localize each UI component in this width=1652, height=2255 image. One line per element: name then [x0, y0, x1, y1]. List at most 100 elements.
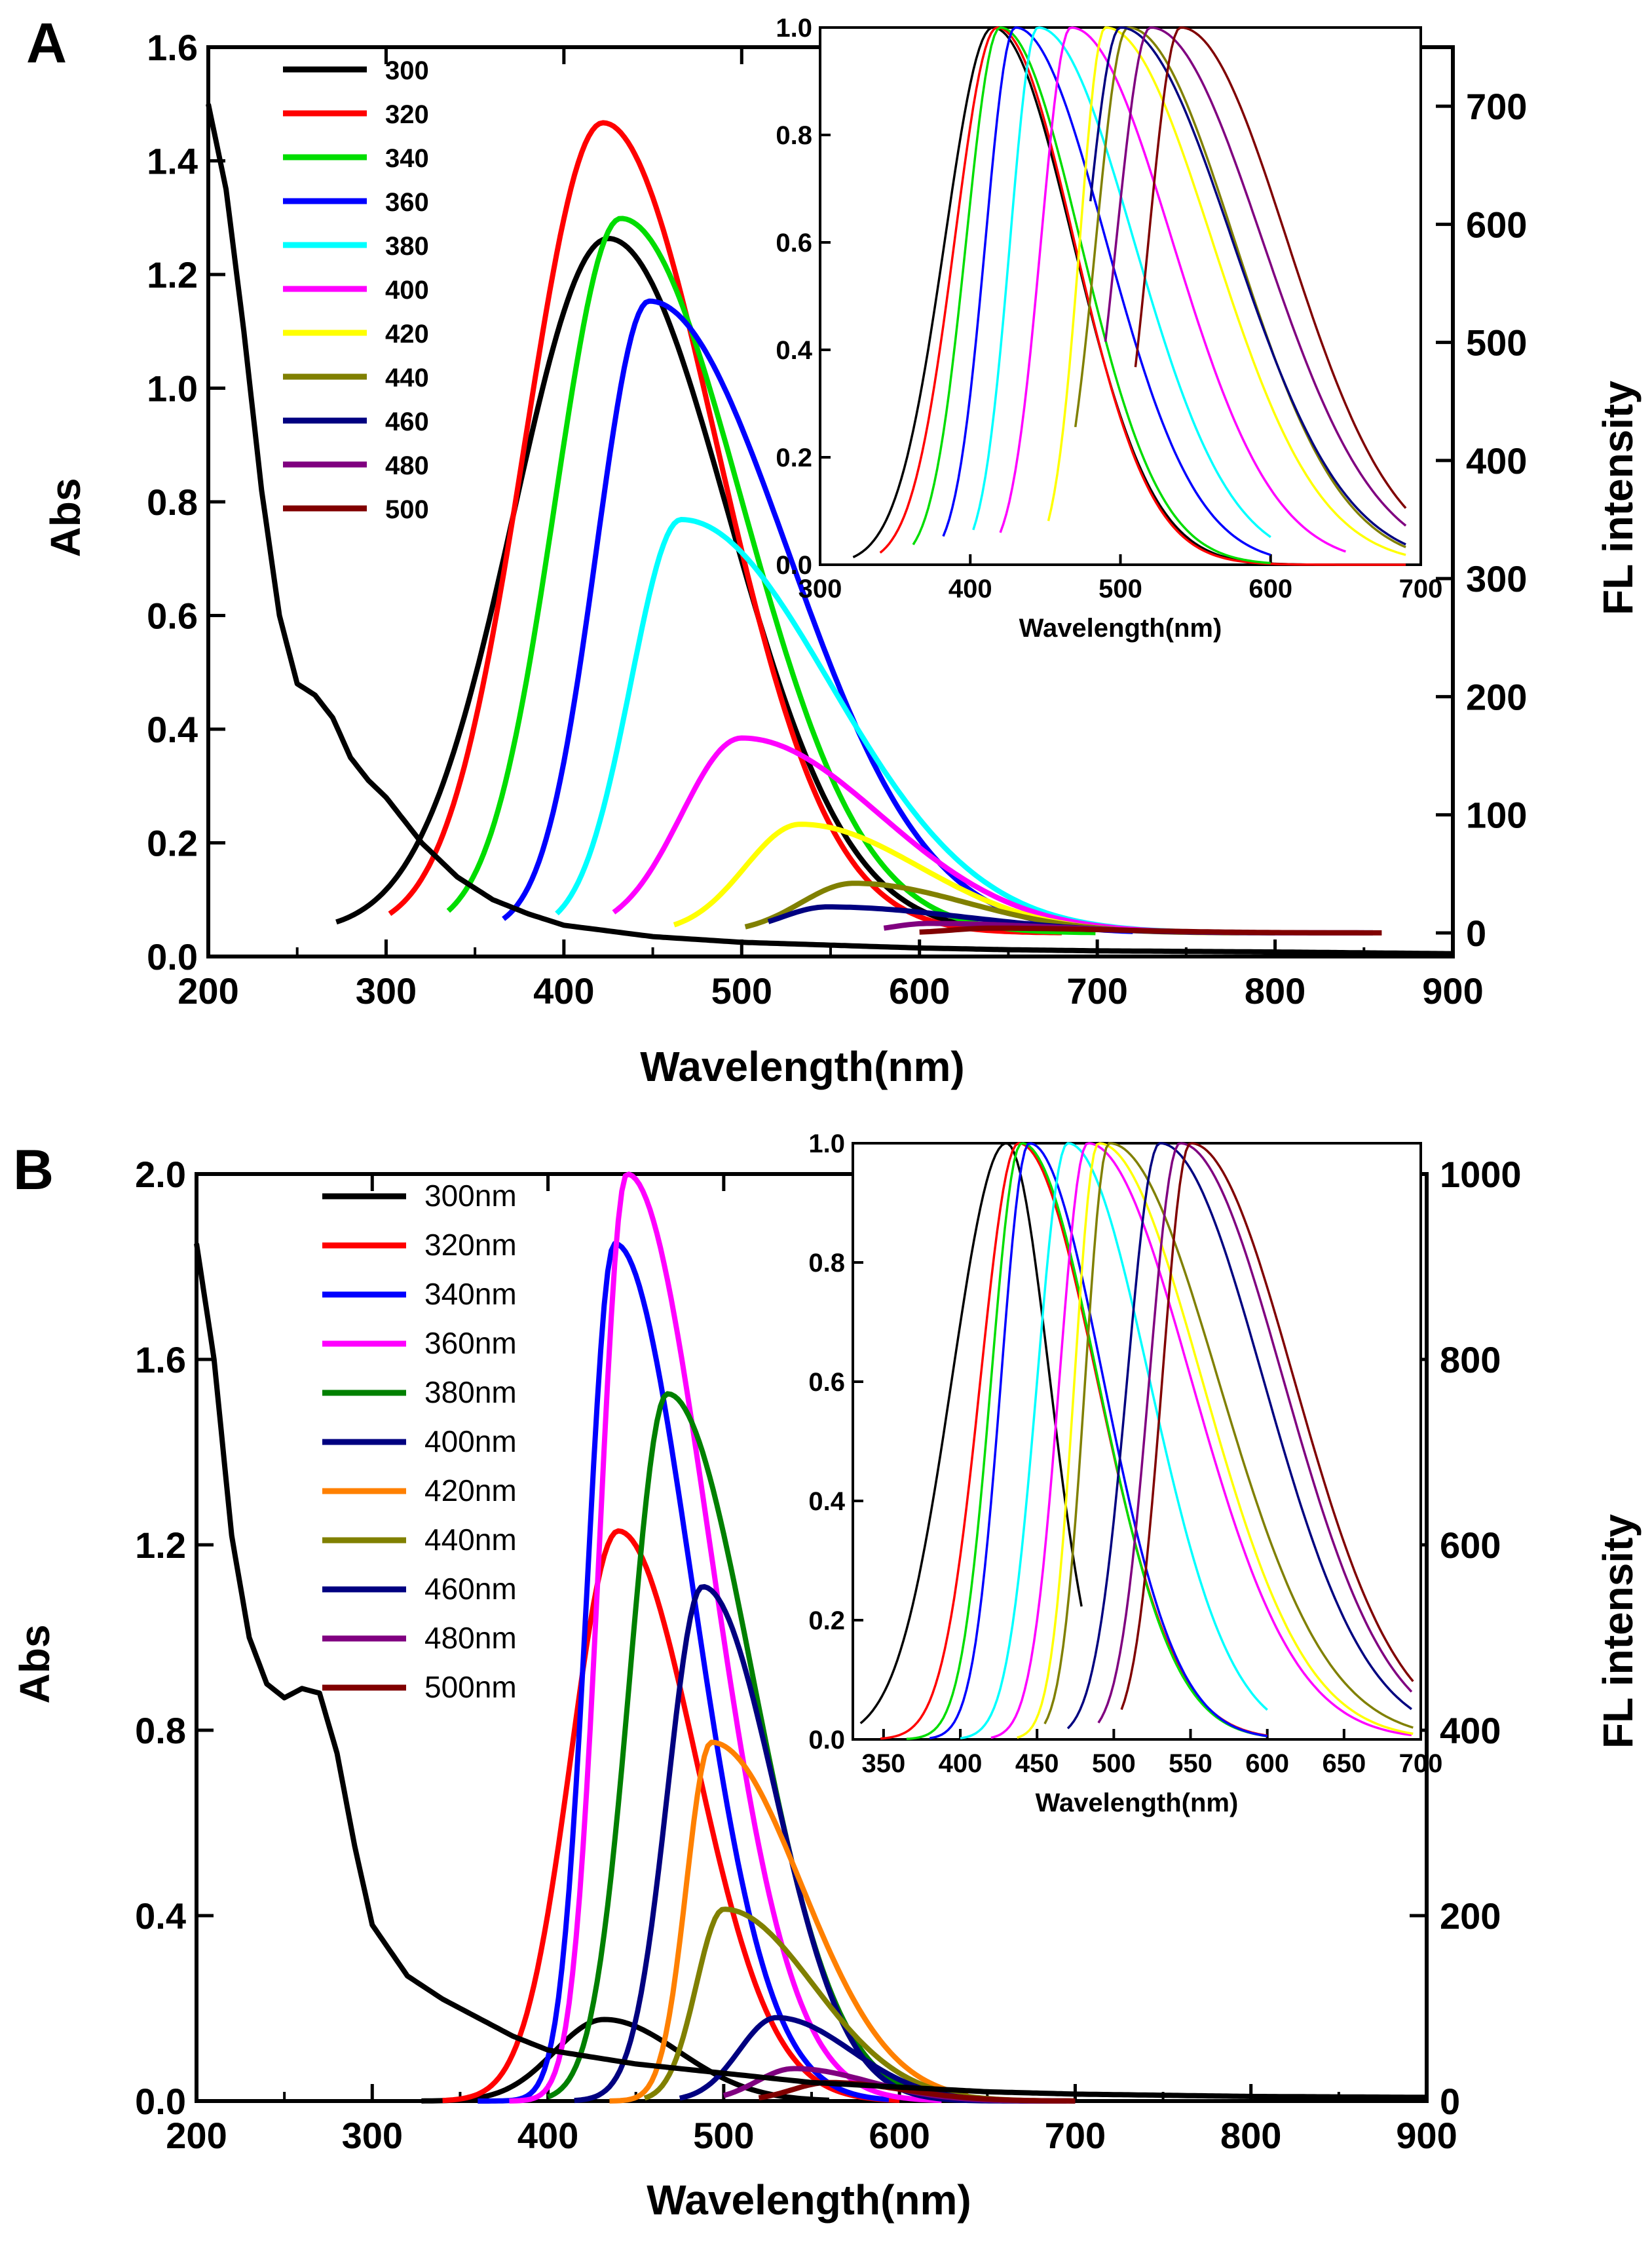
- panel-b-inset-x-tick-label: 350: [861, 1749, 905, 1778]
- panel-b-y-right-tick-label: 600: [1440, 1525, 1501, 1566]
- panel-b-inset-curve-380nm: [960, 1142, 1268, 1739]
- panel-b-y-left-label: Abs: [11, 1625, 58, 1704]
- panel-a-legend: 300 320 340 360 380 400 420 440 460 480 500: [283, 56, 429, 524]
- panel-b-inset-y-tick-label: 0.6: [808, 1368, 845, 1397]
- panel-a-inset-y-tick-label: 0.2: [776, 444, 812, 472]
- panel-b-fl-curve-380nm: [547, 1391, 953, 2102]
- panel-b-inset-curve-480nm: [1097, 1142, 1413, 1724]
- panel-a-inset-x-tick-label: 300: [798, 575, 842, 603]
- panel-b-inset-x-axis-label: Wavelength(nm): [1036, 1789, 1239, 1817]
- panel-a-y-left-tick-label: 1.4: [147, 141, 198, 182]
- panel-b-inset-curve-340nm: [906, 1142, 1266, 1741]
- panel-b-inset-y-tick-label: 0.4: [808, 1487, 845, 1516]
- panel-a-inset-y-tick-label: 0.8: [776, 121, 812, 150]
- panel-a-legend-label: 320: [385, 100, 429, 129]
- panel-a-x-tick-label: 500: [711, 970, 772, 1012]
- panel-a-inset-y-tick-label: 1.0: [776, 14, 812, 43]
- panel-b-letter: B: [13, 1139, 54, 1202]
- panel-a-y-left-tick-label: 1.6: [147, 27, 198, 68]
- panel-a-x-tick-label: 800: [1245, 970, 1305, 1012]
- panel-b-inset: 350 400 450 500 550 600 650 700 0.0 0.2 0.4 0.6 0.8 1…: [808, 1129, 1442, 1817]
- panel-b-x-tick-label: 300: [342, 2115, 403, 2156]
- panel-a-inset-x-tick-label: 600: [1248, 575, 1292, 603]
- panel-a-inset-x-tick-label: 400: [948, 575, 992, 603]
- panel-b-y-right-label: FL intensity: [1594, 1514, 1642, 1749]
- panel-a-inset-curve-480: [1104, 26, 1407, 527]
- panel-b-legend-label: 320nm: [424, 1228, 517, 1262]
- panel-b-x-tick-label: 400: [517, 2115, 578, 2156]
- panel-a-legend-label: 440: [385, 364, 429, 392]
- panel-a-inset-curve-360: [942, 26, 1271, 556]
- panel-a-y-left-tick-label: 0.8: [147, 482, 198, 523]
- panel-b-y-left-tick-label: 0.0: [135, 2081, 186, 2122]
- panel-b-y-left-tick-label: 0.4: [135, 1895, 186, 1937]
- panel-b-inset-x-tick-label: 700: [1399, 1749, 1443, 1778]
- panel-b-y-right-tick-label: 1000: [1440, 1154, 1522, 1195]
- panel-a-y-right-tick-label: 700: [1466, 86, 1527, 127]
- panel-b-inset-frame: [852, 1142, 1422, 1741]
- panel-a-axes: 200 300 400 500 600 700 800 900 0.0 0.2 0.4 0.6 0.8 1…: [147, 27, 1527, 1012]
- panel-b-y-right-tick-label: 800: [1440, 1339, 1501, 1380]
- panel-a-y-right-tick-label: 200: [1466, 676, 1527, 717]
- panel-a-curves: [206, 103, 1454, 957]
- panel-a-y-right-label: FL intensity: [1594, 381, 1642, 615]
- panel-b-inset-curve-400nm: [990, 1142, 1412, 1739]
- panel-a-y-right-tick-label: 500: [1466, 322, 1527, 364]
- panel-a-y-left-tick-label: 0.0: [147, 936, 198, 977]
- panel-b-x-tick-label: 200: [166, 2115, 227, 2156]
- panel-b-inset-y-tick-label: 0.0: [808, 1726, 845, 1754]
- panel-a-inset-y-tick-label: 0.0: [776, 551, 812, 580]
- panel-b-y-left-tick-label: 2.0: [135, 1154, 186, 1195]
- panel-b-legend-label: 380nm: [424, 1375, 517, 1409]
- panel-a-inset-x-axis-label: Wavelength(nm): [1019, 614, 1222, 643]
- panel-a-y-left-tick-label: 0.2: [147, 823, 198, 864]
- panel-b-legend-label: 460nm: [424, 1572, 517, 1606]
- panel-a-legend-label: 360: [385, 188, 429, 217]
- panel-b-legend-label: 340nm: [424, 1277, 517, 1311]
- panel-a-y-left-label: Abs: [42, 478, 89, 558]
- panel-b-y-right-tick-label: 200: [1440, 1895, 1501, 1937]
- panel-b-curves: [194, 1171, 1427, 2104]
- panel-b-x-tick-label: 800: [1220, 2115, 1281, 2156]
- panel-a-x-tick-label: 700: [1066, 970, 1127, 1012]
- panel-a: A 200 300 400 500 600 700 800 900 0.0 0.2 0.4 0.6 0.…: [26, 12, 1642, 1090]
- panel-b-x-tick-label: 600: [869, 2115, 929, 2156]
- panel-b-legend-label: 500nm: [424, 1670, 517, 1704]
- panel-b: B 200 300 400 500 600 700 800 900 0.0 0.4 0.8 1.2 1.…: [11, 1129, 1642, 2224]
- panel-a-x-tick-label: 900: [1422, 970, 1483, 1012]
- panel-a-inset-y-tick-label: 0.4: [776, 336, 812, 365]
- panel-a-inset-x-tick-label: 700: [1399, 575, 1443, 603]
- panel-b-inset-y-tick-label: 0.2: [808, 1606, 845, 1635]
- panel-b-inset-y-tick-label: 0.8: [808, 1249, 845, 1278]
- panel-b-axes: 200 300 400 500 600 700 800 900 0.0 0.4 0.8 1.2 1.6 2…: [135, 1154, 1521, 2156]
- panel-a-legend-label: 460: [385, 407, 429, 436]
- panel-b-inset-x-tick-label: 450: [1015, 1749, 1059, 1778]
- panel-b-y-right-tick-label: 400: [1440, 1710, 1501, 1751]
- panel-b-inset-x-tick-label: 650: [1322, 1749, 1366, 1778]
- panel-b-y-left-tick-label: 1.2: [135, 1525, 186, 1566]
- panel-b-legend-label: 420nm: [424, 1473, 517, 1507]
- panel-b-absorbance-curve: [194, 1243, 1427, 2100]
- panel-b-legend-label: 440nm: [424, 1523, 517, 1557]
- panel-a-letter: A: [26, 12, 67, 75]
- panel-a-fl-curve-500: [919, 925, 1382, 936]
- panel-a-legend-label: 340: [385, 144, 429, 173]
- panel-b-inset-curve-360nm: [929, 1142, 1267, 1739]
- panel-a-legend-label: 500: [385, 495, 429, 524]
- panel-a-absorbance-curve: [206, 103, 1454, 957]
- panel-a-inset-curve-500: [1134, 26, 1407, 509]
- panel-a-x-tick-label: 300: [356, 970, 417, 1012]
- panel-b-inset-x-tick-label: 550: [1169, 1749, 1212, 1778]
- panel-a-inset-curve-420: [1047, 26, 1406, 556]
- panel-b-y-left-tick-label: 0.8: [135, 1710, 186, 1751]
- panel-a-x-tick-label: 400: [533, 970, 594, 1012]
- panel-a-y-left-tick-label: 0.4: [147, 709, 198, 750]
- panel-b-inset-curve-300nm: [859, 1142, 1083, 1724]
- panel-a-x-axis-label: Wavelength(nm): [640, 1043, 964, 1090]
- panel-a-y-right-tick-label: 400: [1466, 440, 1527, 482]
- panel-a-legend-label: 400: [385, 276, 429, 305]
- panel-b-y-left-tick-label: 1.6: [135, 1339, 186, 1380]
- panel-b-inset-x-tick-label: 500: [1092, 1749, 1136, 1778]
- panel-b-inset-curve-500nm: [1120, 1142, 1414, 1711]
